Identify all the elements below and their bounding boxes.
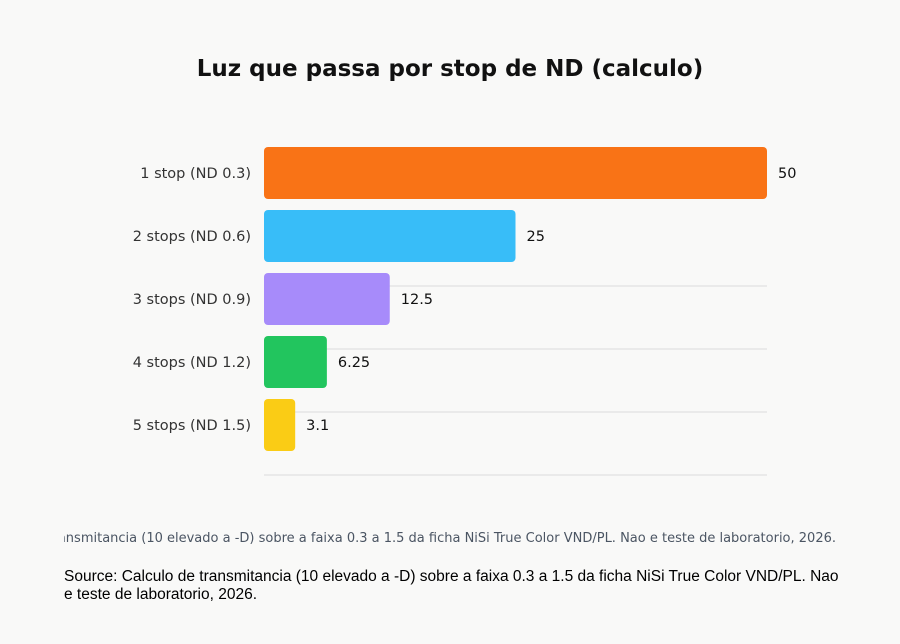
category-label: 2 stops (ND 0.6) (133, 229, 251, 245)
bar-3 (264, 273, 390, 325)
chart-title: Luz que passa por stop de ND (calculo) (196, 56, 704, 82)
category-label: 4 stops (ND 1.2) (133, 355, 251, 371)
bar-1 (264, 147, 767, 199)
bar-4 (264, 336, 327, 388)
bar-5 (264, 399, 296, 451)
chart-source: Source: Calculo de transmitancia (10 ele… (64, 568, 839, 603)
chart-note: Calculo de transmitancia (10 elevado a -… (64, 531, 836, 546)
value-label: 50 (778, 166, 796, 182)
category-label: 3 stops (ND 0.9) (133, 292, 251, 308)
value-label: 25 (527, 229, 545, 245)
chart-note-text: Calculo de transmitancia (10 elevado a -… (64, 531, 836, 546)
category-label: 1 stop (ND 0.3) (140, 166, 251, 182)
value-label: 6.25 (338, 355, 370, 371)
category-label: 5 stops (ND 1.5) (133, 418, 251, 434)
value-label: 12.5 (401, 292, 433, 308)
value-label: 3.1 (306, 418, 329, 434)
bar-2 (264, 210, 516, 262)
